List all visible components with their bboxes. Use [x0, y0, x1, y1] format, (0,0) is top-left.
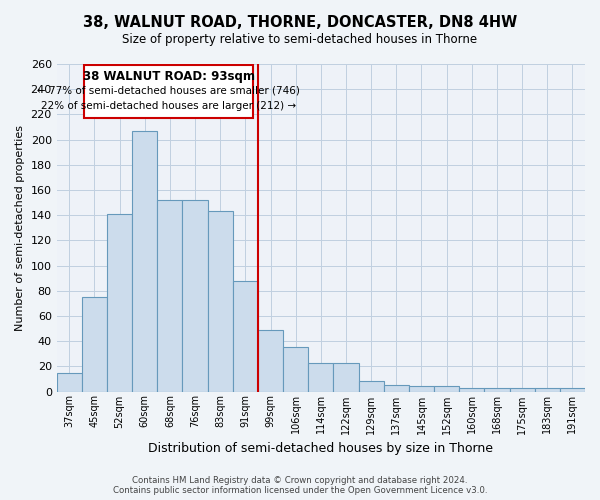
- Bar: [107, 214, 132, 392]
- Bar: [484, 388, 509, 392]
- Bar: [82, 297, 107, 392]
- Bar: [56, 372, 82, 392]
- Bar: [409, 386, 434, 392]
- Bar: [283, 348, 308, 392]
- Bar: [509, 388, 535, 392]
- Bar: [308, 362, 334, 392]
- Bar: [233, 280, 258, 392]
- Bar: [182, 200, 208, 392]
- Bar: [560, 388, 585, 392]
- Text: Contains HM Land Registry data © Crown copyright and database right 2024.
Contai: Contains HM Land Registry data © Crown c…: [113, 476, 487, 495]
- Bar: [434, 386, 459, 392]
- Bar: [157, 200, 182, 392]
- Y-axis label: Number of semi-detached properties: Number of semi-detached properties: [15, 125, 25, 331]
- Text: ← 77% of semi-detached houses are smaller (746): ← 77% of semi-detached houses are smalle…: [37, 86, 300, 96]
- Text: 38 WALNUT ROAD: 93sqm: 38 WALNUT ROAD: 93sqm: [83, 70, 254, 84]
- Text: 22% of semi-detached houses are larger (212) →: 22% of semi-detached houses are larger (…: [41, 100, 296, 110]
- Bar: [359, 382, 384, 392]
- Bar: [459, 388, 484, 392]
- FancyBboxPatch shape: [85, 66, 253, 118]
- Bar: [208, 212, 233, 392]
- Text: 38, WALNUT ROAD, THORNE, DONCASTER, DN8 4HW: 38, WALNUT ROAD, THORNE, DONCASTER, DN8 …: [83, 15, 517, 30]
- Bar: [334, 362, 359, 392]
- Bar: [132, 131, 157, 392]
- X-axis label: Distribution of semi-detached houses by size in Thorne: Distribution of semi-detached houses by …: [148, 442, 493, 455]
- Bar: [535, 388, 560, 392]
- Bar: [384, 385, 409, 392]
- Bar: [258, 330, 283, 392]
- Text: Size of property relative to semi-detached houses in Thorne: Size of property relative to semi-detach…: [122, 32, 478, 46]
